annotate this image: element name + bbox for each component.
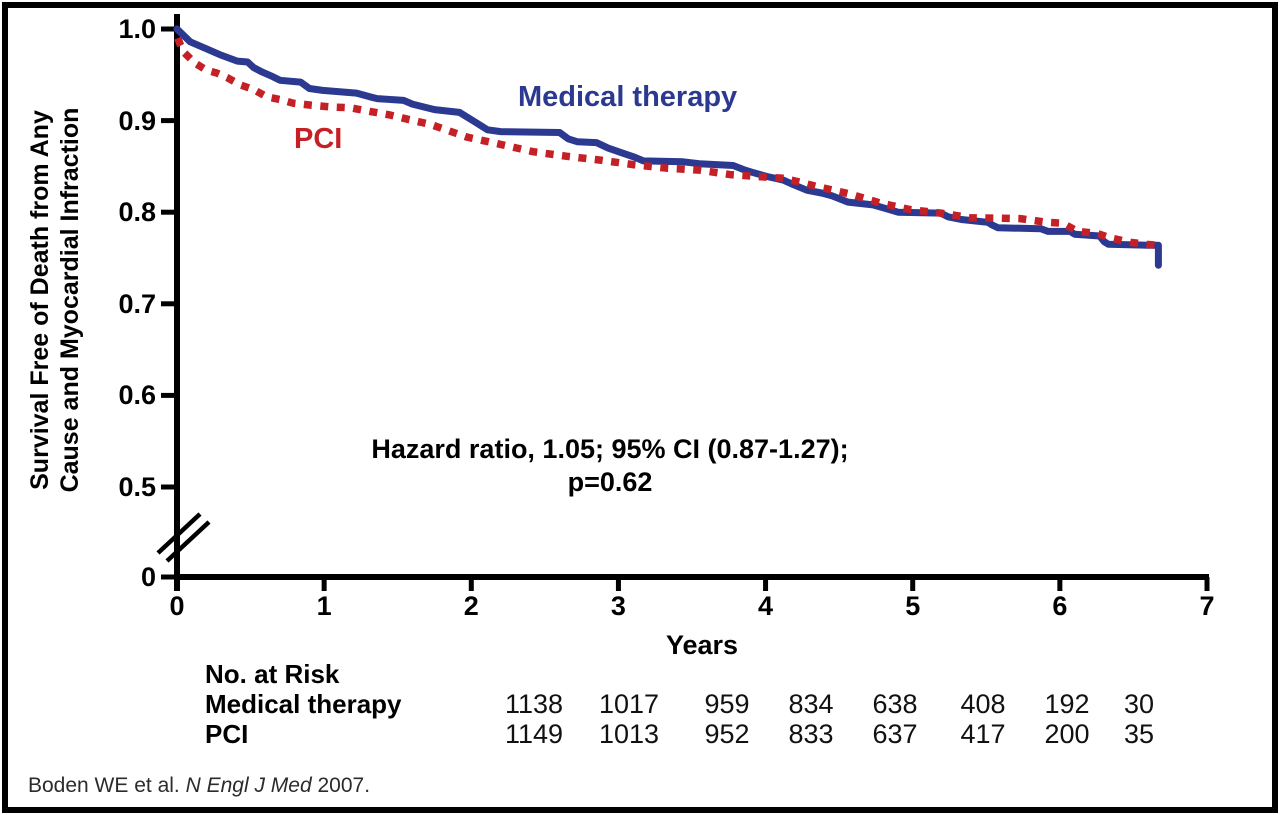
y-tick-label-0.6: 0.6 [118,380,156,411]
risk-count-medical-therapy-col6: 192 [1044,689,1090,719]
citation-authors: Boden WE et al. [28,774,186,797]
y-tick-label-0.8: 0.8 [118,197,156,228]
x-tick-label-1: 1 [316,591,332,621]
x-tick-label-7: 7 [1199,591,1215,621]
x-axis-ticks [174,577,1210,591]
risk-count-pci-col2: 952 [704,719,750,749]
citation-journal: N Engl J Med [185,774,312,797]
x-tick-label-5: 5 [905,591,921,621]
x-tick-label-0: 0 [169,591,185,621]
citation-year: 2007. [311,774,371,797]
risk-count-medical-therapy-col0: 1138 [504,689,564,719]
y-tick-label-1.0: 1.0 [118,14,156,44]
axis-break-slash-1 [156,512,202,555]
legend-medical-therapy: Medical therapy [518,81,738,113]
risk-count-pci-col1: 1013 [598,719,660,749]
y-tick-label-0: 0 [140,562,156,592]
y-axis-ticks [161,26,177,580]
risk-count-medical-therapy-col4: 638 [872,689,918,719]
hazard-ratio-line1: Hazard ratio, 1.05; 95% CI (0.87-1.27); [371,434,849,464]
y-tick-label-0.9: 0.9 [118,105,156,136]
hazard-ratio-line2: p=0.62 [567,466,653,497]
y-axis-title-line1: Survival Free of Death from Any [26,110,54,490]
x-tick-label-6: 6 [1052,591,1068,621]
risk-count-medical-therapy-col2: 959 [704,689,750,719]
risk-count-medical-therapy-col5: 408 [960,689,1006,719]
hazard-ratio-annotation: Hazard ratio, 1.05; 95% CI (0.87-1.27); … [340,433,880,499]
risk-row-label-pci: PCI [205,719,249,749]
risk-count-pci-col6: 200 [1044,719,1090,749]
citation: Boden WE et al. N Engl J Med 2007. [28,774,370,798]
risk-count-pci-col4: 637 [872,719,918,749]
y-tick-label-0.7: 0.7 [118,288,156,319]
risk-count-medical-therapy-col7: 30 [1123,689,1155,719]
risk-count-medical-therapy-col1: 1017 [598,689,660,719]
legend-pci: PCI [294,123,343,155]
axis-break-slash-2 [165,520,211,563]
y-axis-title-line2: Cause and Myocardial Infraction [56,107,84,493]
y-tick-label-0.5: 0.5 [118,472,156,502]
risk-row-label-medical: Medical therapy [205,689,402,719]
risk-count-pci-col3: 833 [788,719,834,749]
x-tick-label-2: 2 [463,591,479,621]
risk-count-pci-col7: 35 [1123,719,1155,749]
y-axis-title: Survival Free of Death from Any Cause an… [25,30,95,570]
x-tick-label-3: 3 [610,591,626,621]
x-tick-label-4: 4 [758,591,774,621]
pci-curve [174,36,1158,249]
medical-therapy-curve [173,25,1162,269]
x-axis-title: Years [665,630,739,660]
risk-count-pci-col0: 1149 [504,719,564,749]
risk-count-pci-col5: 417 [960,719,1006,749]
risk-count-medical-therapy-col3: 834 [788,689,834,719]
risk-table-header: No. at Risk [205,659,340,689]
